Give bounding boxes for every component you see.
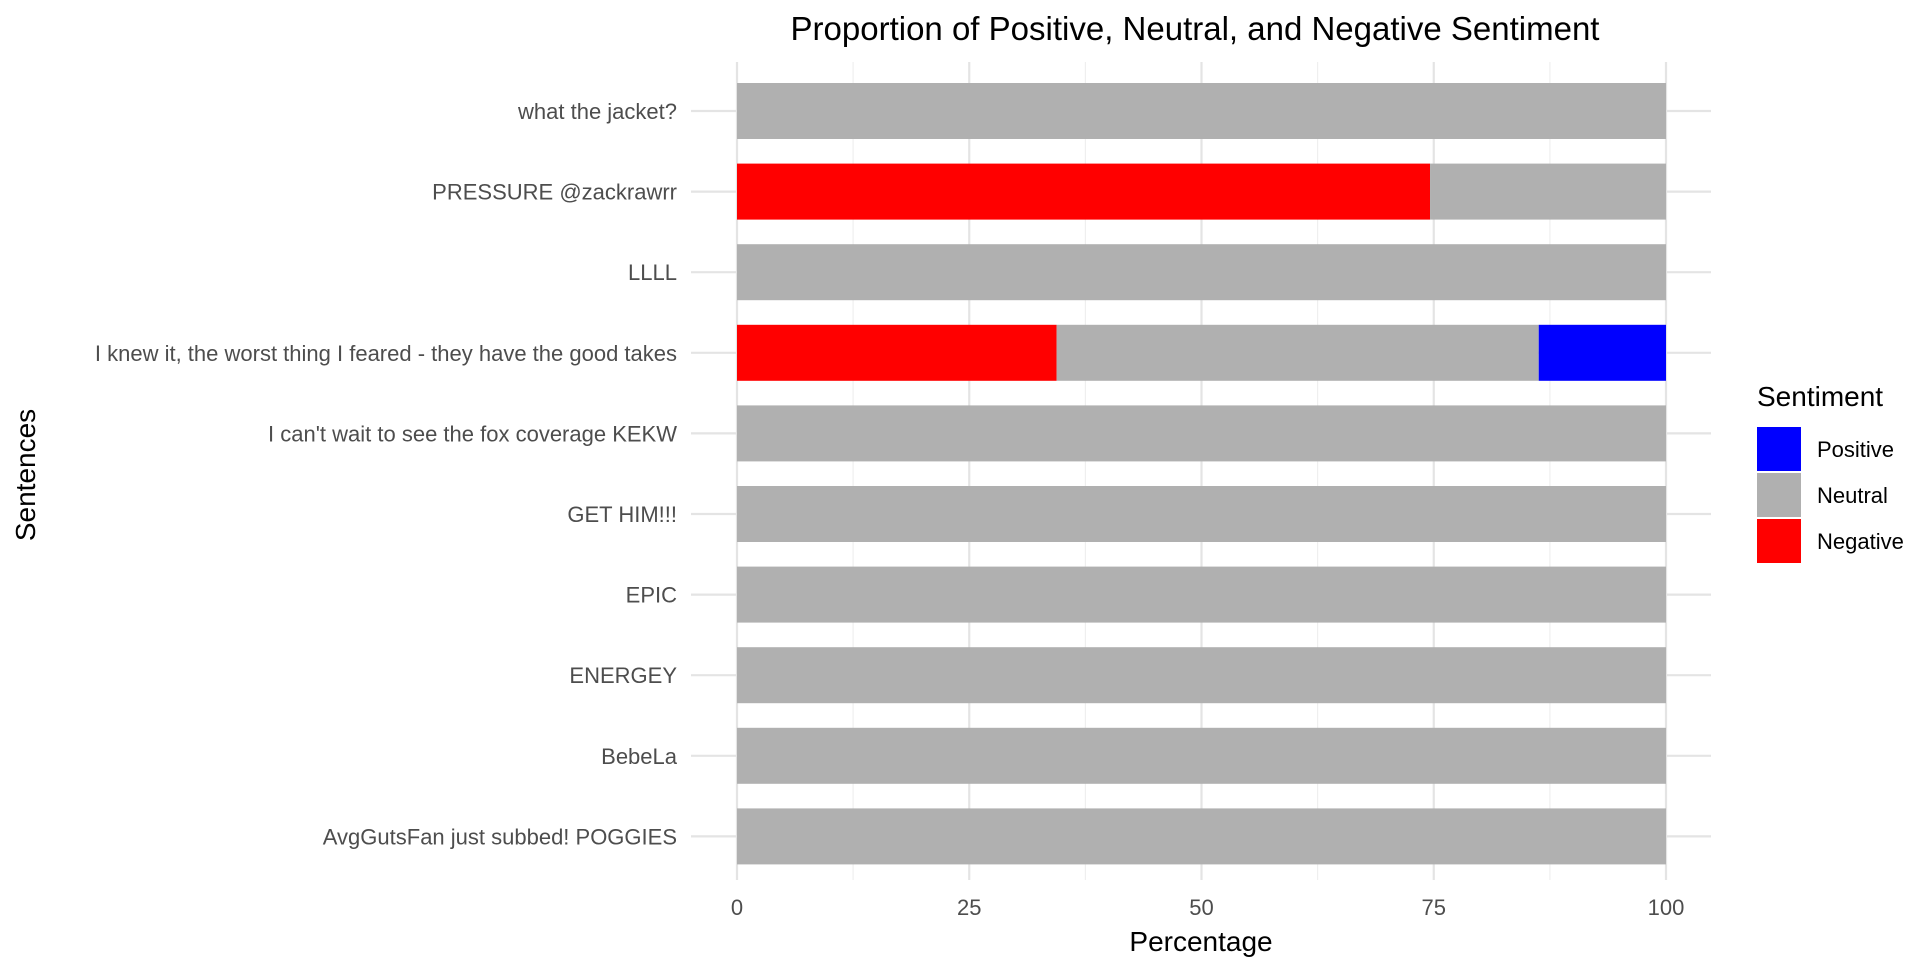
- y-tick-label: EPIC: [626, 583, 677, 608]
- y-tick-label: LLLL: [628, 260, 677, 285]
- y-axis-title: Sentences: [10, 409, 41, 541]
- bar-neutral: [737, 808, 1666, 865]
- y-tick-label: I knew it, the worst thing I feared - th…: [95, 341, 677, 366]
- x-tick-label: 0: [731, 895, 743, 920]
- y-tick-label: I can't wait to see the fox coverage KEK…: [268, 421, 677, 446]
- bar-neutral: [737, 647, 1666, 704]
- y-tick-label: PRESSURE @zackrawrr: [432, 180, 677, 205]
- legend-title: Sentiment: [1757, 381, 1883, 412]
- bar-positive: [1538, 324, 1666, 381]
- bar-neutral: [1056, 324, 1539, 381]
- legend-label-negative: Negative: [1817, 529, 1904, 554]
- x-tick-labels: 0 25 50 75 100: [731, 895, 1684, 920]
- bar-neutral: [737, 244, 1666, 301]
- chart-title: Proportion of Positive, Neutral, and Neg…: [791, 10, 1600, 47]
- y-tick-labels: what the jacket? PRESSURE @zackrawrr LLLL I…: [95, 99, 678, 849]
- y-tick-label: ENERGEY: [569, 663, 677, 688]
- bar-neutral: [737, 83, 1666, 139]
- y-tick-label: BebeLa: [601, 744, 678, 769]
- bar-neutral: [737, 566, 1666, 623]
- x-tick-label: 75: [1422, 895, 1446, 920]
- bar-neutral: [737, 727, 1666, 784]
- bar-neutral: [737, 486, 1666, 542]
- legend: Sentiment Positive Neutral Negative: [1757, 381, 1904, 563]
- y-tick-label: what the jacket?: [517, 99, 677, 124]
- bar-neutral: [737, 405, 1666, 462]
- bars: [737, 83, 1666, 865]
- y-tick-label: GET HIM!!!: [567, 502, 677, 527]
- bar-negative: [737, 324, 1057, 381]
- legend-key-neutral: [1757, 473, 1801, 517]
- bar-negative: [737, 163, 1431, 220]
- x-tick-label: 50: [1189, 895, 1213, 920]
- bar-neutral: [1430, 163, 1666, 220]
- legend-key-negative: [1757, 519, 1801, 563]
- legend-key-positive: [1757, 427, 1801, 471]
- legend-label-positive: Positive: [1817, 437, 1894, 462]
- legend-label-neutral: Neutral: [1817, 483, 1888, 508]
- x-axis-title: Percentage: [1129, 926, 1272, 957]
- x-tick-label: 25: [957, 895, 981, 920]
- x-tick-label: 100: [1648, 895, 1685, 920]
- y-tick-label: AvgGutsFan just subbed! POGGIES: [323, 824, 677, 849]
